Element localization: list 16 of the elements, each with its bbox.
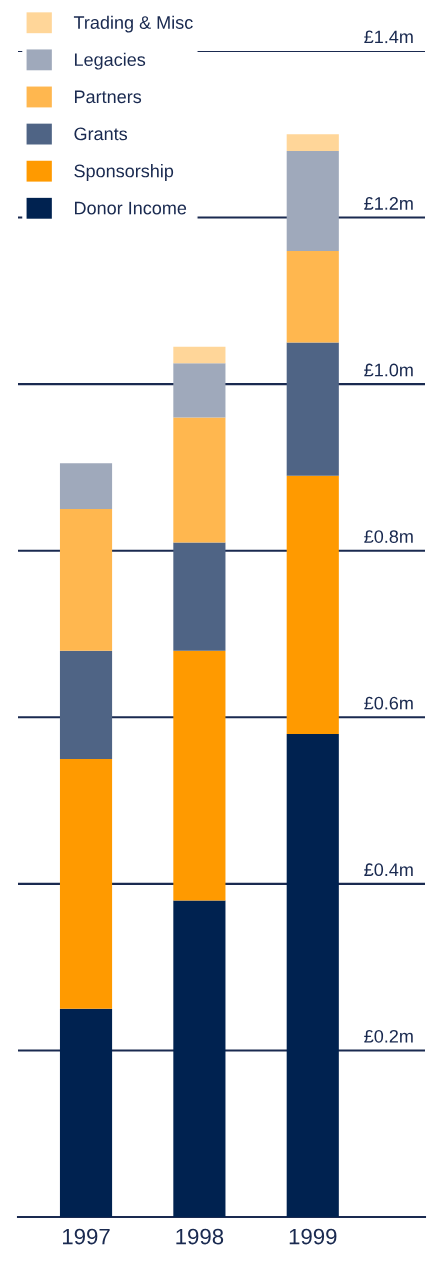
y-tick-label: £1.0m: [364, 363, 413, 377]
legend-label: Donor Income: [74, 201, 187, 215]
y-tick-label: £0.2m: [364, 1029, 413, 1043]
y-tick-label: £1.4m: [364, 30, 413, 44]
x-tick-label: 1998: [176, 1228, 224, 1245]
y-tick-label: £0.8m: [364, 530, 413, 543]
legend-label: Partners: [74, 90, 142, 104]
y-tick-label: £1.2m: [364, 197, 413, 210]
y-tick-label: £0.4m: [364, 863, 413, 877]
legend-label: Trading & Misc: [73, 15, 193, 33]
legend-label: Grants: [74, 127, 128, 141]
legend-label: Legacies: [74, 52, 146, 70]
y-tick-label: £0.6m: [364, 696, 413, 710]
x-tick-label: 1997: [63, 1228, 110, 1245]
x-tick-label: 1999: [289, 1228, 337, 1245]
legend-label: Sponsorship: [74, 164, 174, 181]
